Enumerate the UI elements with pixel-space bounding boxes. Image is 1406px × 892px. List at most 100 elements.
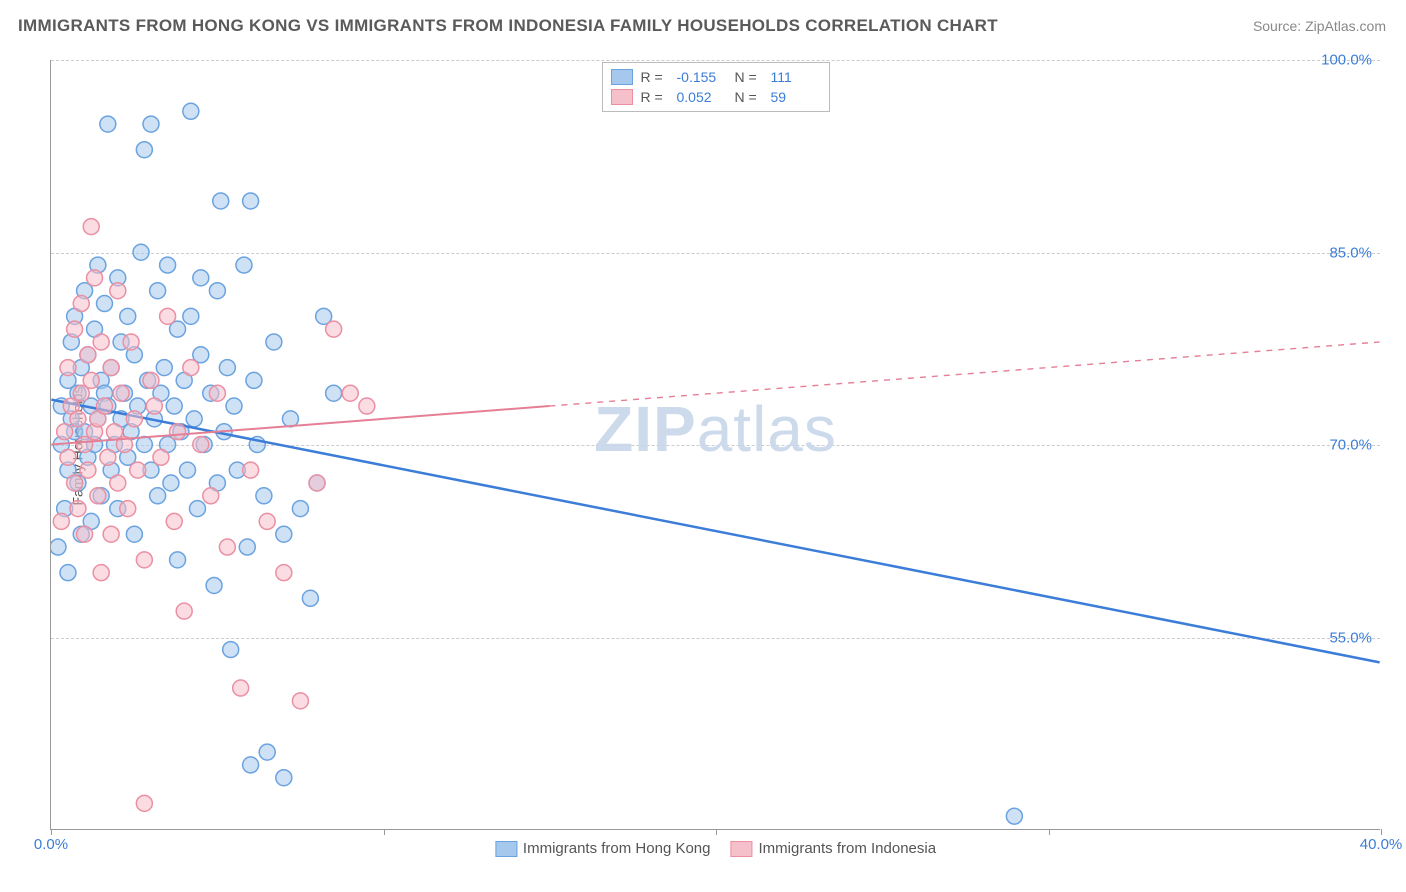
- data-point: [80, 462, 96, 478]
- data-point: [1006, 808, 1022, 824]
- source-label: Source: ZipAtlas.com: [1253, 18, 1386, 34]
- data-point: [120, 501, 136, 517]
- trend-line-dashed: [549, 342, 1379, 406]
- data-point: [53, 513, 69, 529]
- data-point: [126, 411, 142, 427]
- data-point: [183, 308, 199, 324]
- data-point: [219, 539, 235, 555]
- data-point: [292, 501, 308, 517]
- data-point: [276, 770, 292, 786]
- r-value-2: 0.052: [677, 89, 727, 105]
- data-point: [103, 526, 119, 542]
- data-point: [186, 411, 202, 427]
- n-label: N =: [735, 89, 763, 105]
- series-legend: Immigrants from Hong Kong Immigrants fro…: [495, 840, 936, 857]
- data-point: [70, 411, 86, 427]
- data-point: [100, 116, 116, 132]
- x-tick-mark: [1049, 829, 1050, 835]
- data-point: [259, 744, 275, 760]
- data-point: [259, 513, 275, 529]
- legend-swatch-2: [611, 89, 633, 105]
- data-point: [153, 449, 169, 465]
- legend-item-1: Immigrants from Hong Kong: [495, 840, 711, 857]
- data-point: [87, 270, 103, 286]
- data-point: [243, 757, 259, 773]
- x-tick-mark: [716, 829, 717, 835]
- data-point: [136, 795, 152, 811]
- data-point: [93, 334, 109, 350]
- data-point: [67, 475, 83, 491]
- data-point: [77, 526, 93, 542]
- data-point: [213, 193, 229, 209]
- data-point: [110, 475, 126, 491]
- data-point: [189, 501, 205, 517]
- data-point: [246, 372, 262, 388]
- data-point: [223, 642, 239, 658]
- data-point: [83, 219, 99, 235]
- data-point: [93, 565, 109, 581]
- data-point: [326, 321, 342, 337]
- data-point: [276, 526, 292, 542]
- data-point: [133, 244, 149, 260]
- data-point: [176, 603, 192, 619]
- legend-label-1: Immigrants from Hong Kong: [523, 840, 711, 857]
- legend-swatch-hk: [495, 841, 517, 857]
- data-point: [243, 462, 259, 478]
- r-label: R =: [641, 69, 669, 85]
- chart-container: IMMIGRANTS FROM HONG KONG VS IMMIGRANTS …: [0, 0, 1406, 892]
- data-point: [51, 539, 66, 555]
- legend-swatch-1: [611, 69, 633, 85]
- data-point: [156, 360, 172, 376]
- correlation-legend: R = -0.155 N = 111 R = 0.052 N = 59: [602, 62, 830, 112]
- data-point: [326, 385, 342, 401]
- data-point: [136, 552, 152, 568]
- data-point: [342, 385, 358, 401]
- legend-label-2: Immigrants from Indonesia: [759, 840, 937, 857]
- x-tick-label: 0.0%: [34, 836, 68, 853]
- data-point: [166, 513, 182, 529]
- data-point: [180, 462, 196, 478]
- data-point: [110, 283, 126, 299]
- data-point: [166, 398, 182, 414]
- data-point: [226, 398, 242, 414]
- data-point: [57, 424, 73, 440]
- legend-row-2: R = 0.052 N = 59: [611, 87, 821, 107]
- n-value-1: 111: [771, 69, 821, 85]
- data-point: [97, 398, 113, 414]
- x-tick-mark: [51, 829, 52, 835]
- data-point: [183, 103, 199, 119]
- legend-item-2: Immigrants from Indonesia: [731, 840, 937, 857]
- chart-title: IMMIGRANTS FROM HONG KONG VS IMMIGRANTS …: [18, 16, 998, 36]
- data-point: [146, 398, 162, 414]
- data-point: [183, 360, 199, 376]
- data-point: [292, 693, 308, 709]
- data-point: [60, 565, 76, 581]
- data-point: [276, 565, 292, 581]
- data-point: [193, 270, 209, 286]
- n-value-2: 59: [771, 89, 821, 105]
- data-point: [100, 449, 116, 465]
- legend-swatch-id: [731, 841, 753, 857]
- data-point: [302, 590, 318, 606]
- data-point: [206, 577, 222, 593]
- data-point: [209, 283, 225, 299]
- x-tick-mark: [1381, 829, 1382, 835]
- data-point: [60, 360, 76, 376]
- data-point: [83, 372, 99, 388]
- data-point: [126, 526, 142, 542]
- data-point: [219, 360, 235, 376]
- x-tick-label: 40.0%: [1360, 836, 1403, 853]
- data-point: [67, 321, 83, 337]
- scatter-plot-svg: [51, 60, 1380, 829]
- data-point: [256, 488, 272, 504]
- data-point: [203, 488, 219, 504]
- data-point: [266, 334, 282, 350]
- data-point: [113, 385, 129, 401]
- data-point: [60, 449, 76, 465]
- plot-area: ZIPatlas R = -0.155 N = 111 R = 0.052 N …: [50, 60, 1380, 830]
- data-point: [209, 385, 225, 401]
- data-point: [70, 501, 86, 517]
- data-point: [309, 475, 325, 491]
- data-point: [160, 257, 176, 273]
- data-point: [160, 308, 176, 324]
